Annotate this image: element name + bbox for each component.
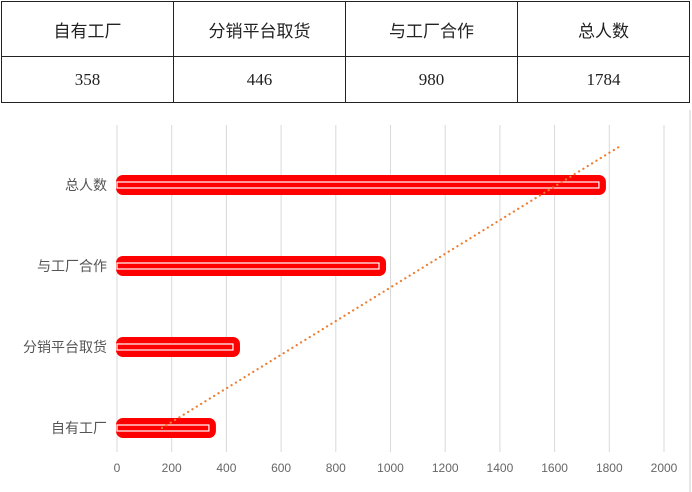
x-tick-label: 1400 (487, 461, 514, 475)
summary-table: 自有工厂 分销平台取货 与工厂合作 总人数 358 446 980 1784 (1, 0, 690, 103)
bar-inner-outline (116, 181, 600, 189)
trendline (160, 143, 624, 430)
x-tick-label: 800 (326, 461, 346, 475)
y-category-label: 分销平台取货 (23, 339, 107, 356)
value-cell: 1784 (517, 56, 690, 103)
bar-inner-outline (116, 424, 210, 432)
y-category-label: 自有工厂 (51, 421, 107, 437)
x-tick-label: 600 (271, 461, 291, 475)
x-tick-label: 200 (162, 461, 182, 475)
header-cell: 分销平台取货 (173, 0, 346, 58)
x-tick-label: 1600 (541, 461, 568, 475)
bar-inner-outline (116, 343, 234, 351)
header-cell: 总人数 (517, 0, 690, 58)
value-cell: 980 (345, 56, 518, 103)
x-tick-label: 400 (216, 461, 236, 475)
x-tick-label: 1000 (377, 461, 404, 475)
bar-inner-outline (116, 262, 380, 270)
table-row: 358 446 980 1784 (1, 56, 690, 103)
y-category-label: 总人数 (65, 178, 107, 194)
x-tick-label: 2000 (651, 461, 678, 475)
x-tick-label: 0 (114, 461, 121, 475)
bar (116, 418, 216, 438)
x-tick-label: 1800 (596, 461, 623, 475)
bar (116, 337, 240, 357)
x-tick-label: 1200 (432, 461, 459, 475)
y-category-label: 与工厂合作 (37, 259, 107, 275)
bar (116, 256, 387, 276)
header-cell: 自有工厂 (1, 0, 174, 58)
table-header-row: 自有工厂 分销平台取货 与工厂合作 总人数 (1, 0, 690, 58)
bar (116, 175, 606, 195)
